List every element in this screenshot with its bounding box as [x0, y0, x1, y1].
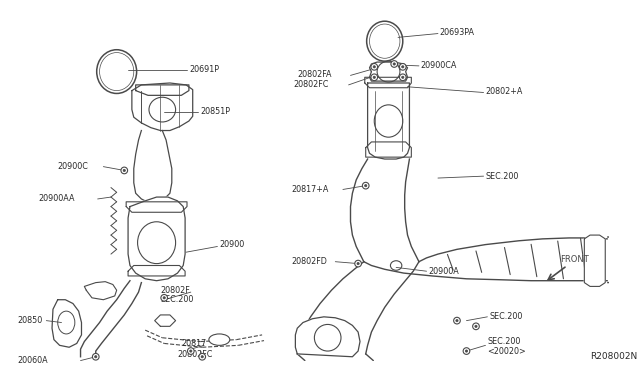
Circle shape — [473, 323, 479, 330]
Text: 20802FD: 20802FD — [292, 257, 328, 266]
Polygon shape — [155, 315, 175, 326]
Text: SEC.200: SEC.200 — [486, 171, 519, 181]
Text: 20802FA: 20802FA — [297, 70, 332, 79]
Text: 20900CA: 20900CA — [421, 61, 457, 70]
Circle shape — [123, 169, 125, 171]
Text: SEC.200: SEC.200 — [488, 337, 521, 346]
Circle shape — [161, 295, 168, 301]
Circle shape — [399, 74, 406, 81]
Text: 20060A: 20060A — [18, 356, 49, 365]
Text: 20900AA: 20900AA — [38, 195, 76, 203]
Text: 20850: 20850 — [18, 316, 43, 325]
Circle shape — [355, 260, 362, 267]
Circle shape — [393, 63, 396, 65]
Polygon shape — [369, 62, 408, 81]
Circle shape — [371, 64, 378, 70]
Circle shape — [163, 297, 165, 299]
Circle shape — [463, 348, 470, 355]
Text: R208002N: R208002N — [590, 352, 637, 361]
Text: 20900C: 20900C — [58, 162, 88, 171]
Circle shape — [391, 61, 397, 67]
Circle shape — [373, 66, 376, 68]
Ellipse shape — [209, 334, 230, 345]
Circle shape — [92, 353, 99, 360]
Circle shape — [402, 66, 404, 68]
Text: 20900: 20900 — [220, 240, 244, 249]
Text: 20802FC: 20802FC — [294, 80, 329, 89]
Text: <20020>: <20020> — [488, 347, 526, 356]
Circle shape — [399, 64, 406, 70]
Circle shape — [371, 74, 378, 81]
Polygon shape — [296, 317, 360, 357]
Circle shape — [456, 320, 458, 322]
Text: 20851P: 20851P — [200, 107, 230, 116]
Circle shape — [201, 356, 204, 358]
Text: 20691P: 20691P — [189, 65, 219, 74]
Circle shape — [121, 167, 127, 174]
Text: 20802+A: 20802+A — [486, 87, 523, 96]
Text: 20693PA: 20693PA — [440, 28, 475, 37]
Text: 20817: 20817 — [181, 339, 207, 348]
Circle shape — [365, 185, 367, 187]
Text: SEC.200: SEC.200 — [161, 295, 194, 304]
Text: FRONT: FRONT — [559, 255, 588, 264]
Text: SEC.200: SEC.200 — [490, 312, 523, 321]
Text: 20802F: 20802F — [161, 286, 190, 295]
Polygon shape — [584, 235, 605, 286]
Text: 20900A: 20900A — [428, 267, 459, 276]
Circle shape — [454, 317, 460, 324]
Polygon shape — [367, 83, 410, 159]
Circle shape — [465, 350, 468, 352]
Text: 20817+A: 20817+A — [292, 185, 329, 194]
Circle shape — [95, 356, 97, 358]
Circle shape — [373, 76, 376, 78]
Circle shape — [357, 263, 359, 265]
Circle shape — [475, 325, 477, 327]
Polygon shape — [84, 282, 116, 300]
Circle shape — [362, 182, 369, 189]
Circle shape — [189, 350, 192, 352]
Circle shape — [188, 348, 194, 355]
Text: 20802FC: 20802FC — [177, 350, 213, 359]
Polygon shape — [52, 300, 81, 347]
Polygon shape — [128, 197, 185, 281]
Circle shape — [402, 76, 404, 78]
Circle shape — [199, 353, 205, 360]
